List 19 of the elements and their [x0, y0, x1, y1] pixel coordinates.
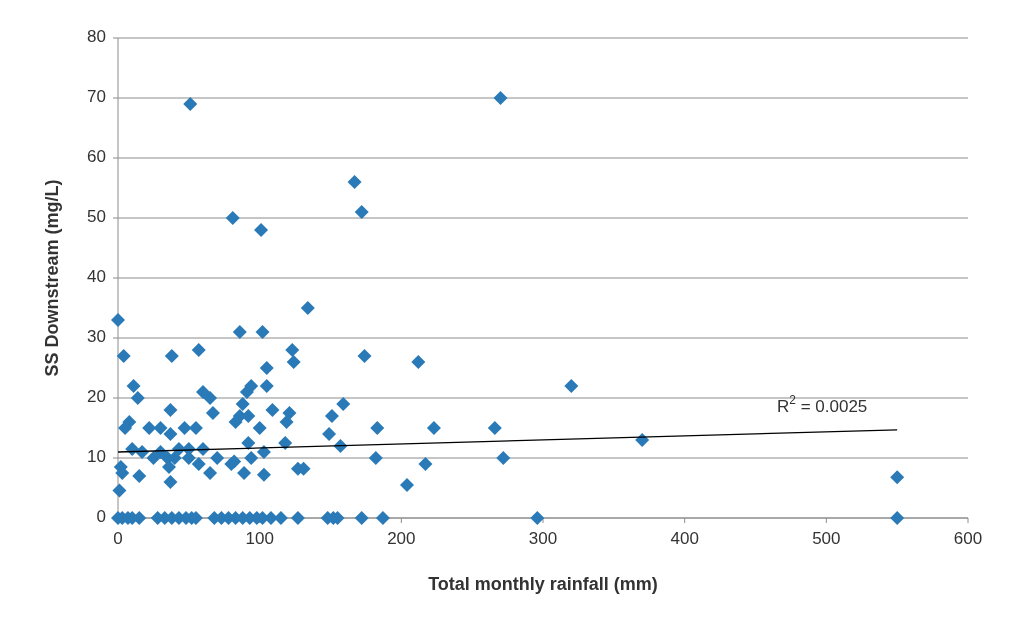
y-tick-label: 70 [87, 87, 106, 107]
x-tick-label: 0 [113, 529, 123, 548]
x-tick-label: 400 [670, 529, 699, 548]
y-tick-label: 80 [87, 27, 106, 47]
x-tick-label: 500 [812, 529, 841, 548]
x-tick-label: 100 [245, 529, 274, 548]
annotation: R$^{2}$ = 0.0025 [777, 392, 868, 417]
x-tick-label: 600 [953, 529, 983, 548]
y-tick-label: 10 [87, 447, 106, 467]
y-tick-label: 20 [87, 387, 106, 407]
y-tick-label: 0 [96, 507, 106, 527]
y-tick-label: 40 [87, 267, 106, 287]
y-tick-label: 30 [87, 327, 106, 347]
y-axis-title: SS Downstream (mg/L) [42, 179, 62, 377]
x-tick-label: 300 [528, 529, 558, 548]
y-tick-label: 50 [87, 207, 106, 227]
x-tick-label: 200 [387, 529, 416, 548]
x-axis-title: Total monthly rainfall (mm) [428, 574, 658, 594]
y-tick-label: 60 [87, 147, 106, 167]
